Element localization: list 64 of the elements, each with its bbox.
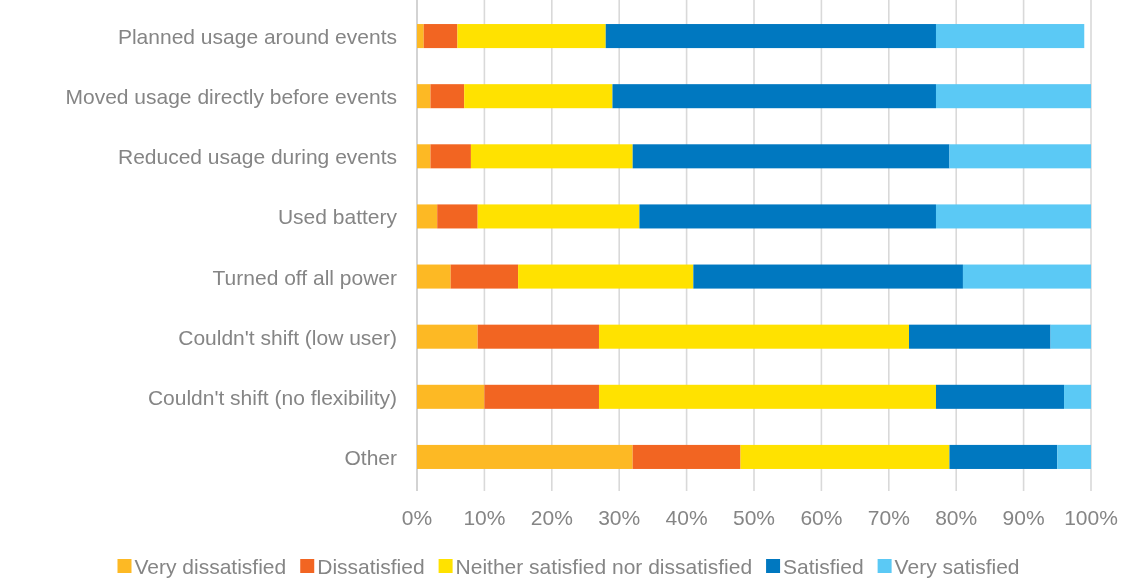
- y-tick-label: Couldn't shift (low user): [178, 325, 397, 349]
- bar: [464, 84, 613, 109]
- bar: [935, 384, 1065, 409]
- bar: [740, 444, 950, 469]
- legend-label: Dissatisfied: [317, 554, 425, 578]
- bar: [598, 324, 910, 349]
- x-tick-label: 100%: [1064, 506, 1118, 529]
- x-tick-label: 30%: [598, 506, 641, 529]
- bar: [598, 384, 936, 409]
- bar: [477, 324, 599, 349]
- x-tick-label: 40%: [665, 506, 708, 529]
- bar: [417, 324, 478, 349]
- bar: [430, 144, 471, 169]
- bar: [632, 444, 741, 469]
- x-tick-label: 20%: [530, 506, 573, 529]
- legend-label: Very dissatisfied: [134, 554, 287, 578]
- y-tick-label: Reduced usage during events: [117, 144, 397, 168]
- x-tick-label: 80%: [935, 506, 978, 529]
- bar: [949, 144, 1091, 169]
- bar: [1057, 444, 1091, 469]
- y-tick-label: Used battery: [277, 204, 398, 228]
- bar: [612, 84, 936, 109]
- x-tick-label: 50%: [732, 506, 776, 529]
- y-tick-label: Moved usage directly before events: [65, 84, 397, 108]
- bar: [457, 24, 606, 49]
- x-tick-label: 60%: [800, 506, 843, 529]
- bar: [639, 204, 936, 229]
- bar: [423, 24, 458, 49]
- bar: [962, 264, 1091, 289]
- legend-label: Satisfied: [783, 554, 864, 578]
- bar: [417, 204, 438, 229]
- bar: [417, 264, 451, 289]
- bar: [935, 204, 1091, 229]
- bar: [484, 384, 599, 409]
- bar: [605, 24, 936, 49]
- bar: [935, 24, 1085, 49]
- bar: [949, 444, 1058, 469]
- bar: [417, 384, 485, 409]
- bar: [417, 144, 431, 169]
- bar: [417, 444, 633, 469]
- bar: [1064, 384, 1091, 409]
- bar: [430, 84, 465, 109]
- x-tick-label: 0%: [401, 506, 433, 529]
- bar: [935, 84, 1091, 109]
- bar: [450, 264, 519, 289]
- y-tick-label: Turned off all power: [212, 265, 398, 289]
- bar: [470, 144, 633, 169]
- legend-label: Very satisfied: [894, 554, 1020, 578]
- x-tick-label: 90%: [1002, 506, 1045, 529]
- bar: [437, 204, 478, 229]
- x-tick-label: 10%: [463, 506, 506, 529]
- bar: [417, 24, 424, 49]
- x-tick-label: 70%: [867, 506, 910, 529]
- y-tick-label: Couldn't shift (no flexibility): [147, 385, 397, 409]
- bar: [417, 84, 431, 109]
- bar: [477, 204, 640, 229]
- y-tick-label: Other: [344, 445, 397, 469]
- bar: [909, 324, 1051, 349]
- bar: [1050, 324, 1091, 349]
- bar: [518, 264, 694, 289]
- bar: [693, 264, 963, 289]
- y-tick-label: Planned usage around events: [117, 24, 397, 48]
- bar: [632, 144, 950, 169]
- legend-label: Neither satisfied nor dissatisfied: [455, 554, 753, 578]
